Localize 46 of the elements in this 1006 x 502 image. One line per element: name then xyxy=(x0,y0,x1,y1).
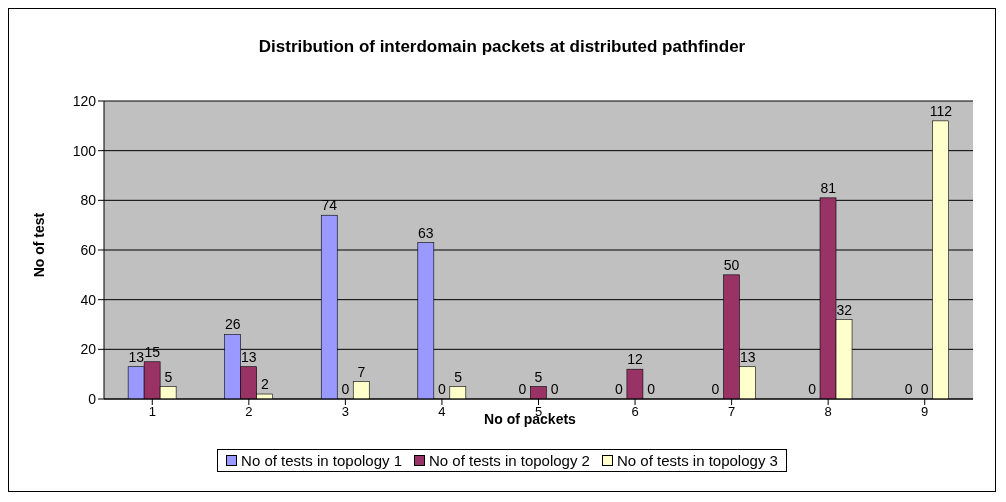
y-tick-label: 0 xyxy=(88,390,97,407)
data-label: 7 xyxy=(357,363,366,380)
data-label: 0 xyxy=(920,381,929,397)
data-label: 0 xyxy=(615,381,624,397)
x-tick-label: 9 xyxy=(921,404,929,420)
data-label: 5 xyxy=(164,368,173,385)
data-label: 0 xyxy=(341,381,350,397)
data-label: 0 xyxy=(647,381,656,397)
data-label: 0 xyxy=(518,381,527,397)
x-tick-label: 2 xyxy=(245,404,253,420)
data-label: 13 xyxy=(128,348,145,365)
chart-title: Distribution of interdomain packets at distributed pathfinder xyxy=(257,37,747,57)
y-tick-label: 80 xyxy=(80,192,97,209)
data-label: 0 xyxy=(550,381,559,397)
x-tick-label: 4 xyxy=(438,404,446,420)
legend-label: No of tests in topology 1 xyxy=(240,452,403,469)
data-label: 32 xyxy=(836,301,853,318)
data-label: 74 xyxy=(321,197,338,214)
data-label: 50 xyxy=(723,256,740,273)
y-tick-label: 60 xyxy=(80,241,97,258)
x-tick-label: 6 xyxy=(631,404,639,420)
y-tick-label: 40 xyxy=(80,291,97,308)
x-tick-label: 8 xyxy=(824,404,832,420)
data-label: 112 xyxy=(929,102,953,119)
y-tick-label: 120 xyxy=(72,92,97,109)
data-label: 13 xyxy=(739,348,756,365)
data-label: 0 xyxy=(711,381,720,397)
data-label: 26 xyxy=(224,316,241,333)
y-axis-title: No of test xyxy=(31,212,47,278)
data-label: 5 xyxy=(534,368,543,385)
data-label: 81 xyxy=(820,179,837,196)
data-label: 12 xyxy=(627,351,644,368)
data-label: 63 xyxy=(418,224,434,241)
data-label: 0 xyxy=(904,381,913,397)
legend-label: No of tests in topology 3 xyxy=(615,452,778,469)
data-label: 0 xyxy=(808,381,817,397)
y-tick-label: 100 xyxy=(72,142,97,159)
x-tick-label: 7 xyxy=(727,404,736,420)
data-label: 13 xyxy=(241,348,257,365)
x-tick-label: 1 xyxy=(148,404,156,420)
y-tick-label: 20 xyxy=(80,341,97,358)
data-label: 2 xyxy=(261,376,270,393)
data-label: 0 xyxy=(438,381,447,397)
legend-label: No of tests in topology 2 xyxy=(428,452,590,469)
x-tick-label: 3 xyxy=(341,404,350,420)
data-label: 5 xyxy=(454,368,463,385)
